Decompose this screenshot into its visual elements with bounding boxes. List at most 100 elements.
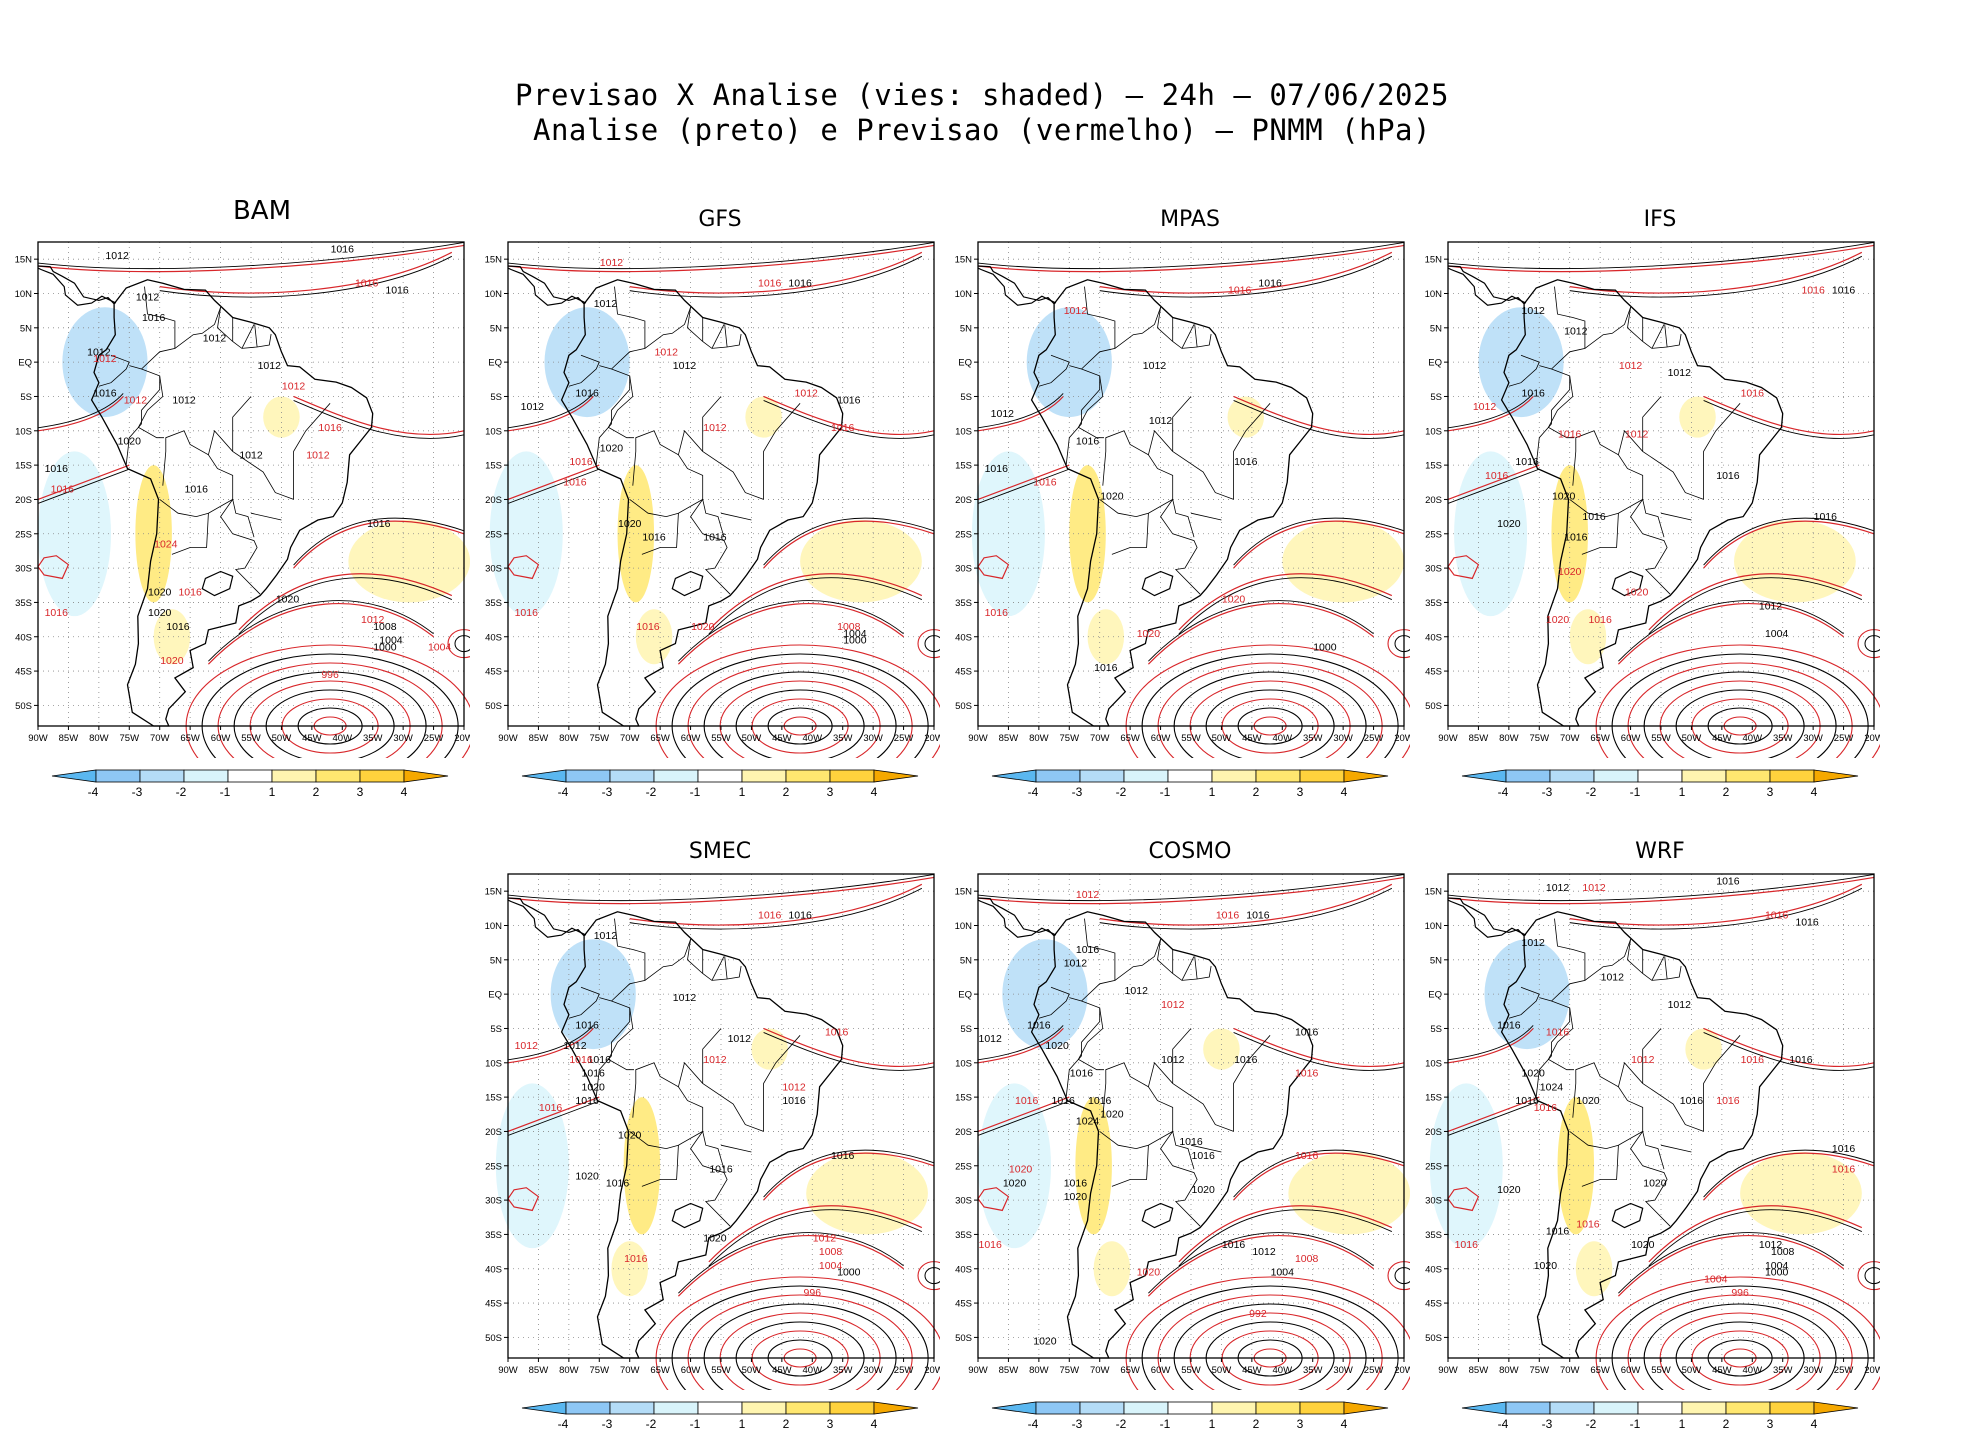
country-border xyxy=(1535,365,1571,466)
lat-tick-label: 15S xyxy=(15,461,32,472)
continent-outline xyxy=(1500,279,1784,727)
lon-tick-label: 75W xyxy=(1530,1365,1550,1376)
analysis-isobar xyxy=(1148,600,1374,662)
lon-tick-label: 60W xyxy=(1151,1365,1171,1376)
contour-label: 1016 xyxy=(1795,916,1819,928)
lat-tick-label: EQ xyxy=(958,990,972,1001)
contour-label: 1016 xyxy=(582,1068,606,1080)
contour-label: 1004 xyxy=(1765,628,1789,640)
colorbar-label: -4 xyxy=(1498,785,1509,799)
colorbar-swatch xyxy=(1211,769,1257,783)
lat-tick-label: 40S xyxy=(485,1264,502,1275)
contour-label: 1012 xyxy=(1619,360,1643,372)
contour-label: 1016 xyxy=(1558,429,1582,441)
forecast-isobar xyxy=(293,520,465,569)
contour-label: 1004 xyxy=(1704,1273,1728,1285)
contour-label: 1004 xyxy=(843,628,867,640)
forecast-isobar xyxy=(708,573,923,631)
contour-label: 1020 xyxy=(160,655,184,667)
map-panel-bam: 1012 1016 1016 1016 1012 1016 1012 1012 1012 1012… xyxy=(0,238,470,758)
central-america-outline xyxy=(507,897,585,937)
lon-tick-label: 90W xyxy=(968,1365,988,1376)
lat-tick-label: 35S xyxy=(485,1230,502,1241)
analysis-isobar xyxy=(293,400,465,439)
lat-tick-label: EQ xyxy=(958,358,972,369)
forecast-isobar xyxy=(677,603,904,665)
contour-label: 1020 xyxy=(276,593,300,605)
colorbar-label: 2 xyxy=(1723,785,1730,799)
lon-tick-label: 30W xyxy=(1333,1365,1353,1376)
lon-tick-label: 70W xyxy=(620,733,640,744)
contour-label: 1012 xyxy=(1149,415,1173,427)
contour-label: 1012 xyxy=(1064,305,1088,317)
contour-label: 1012 xyxy=(703,422,727,434)
map-panel-mpas: 1016 1016 1012 1012 1012 1012 1016 1016 1016 1016… xyxy=(940,238,1410,758)
lat-tick-label: 5S xyxy=(960,1024,972,1035)
country-border xyxy=(1065,997,1101,1098)
analysis-isobar xyxy=(507,468,600,504)
country-border xyxy=(678,429,764,500)
contour-label: 1012 xyxy=(258,360,282,372)
central-america-outline xyxy=(977,265,1055,305)
contour-label: 1020 xyxy=(1534,1260,1558,1272)
lat-tick-label: 20S xyxy=(485,1127,502,1138)
colorbar-arrow-left xyxy=(51,769,97,783)
lon-tick-label: 75W xyxy=(590,1365,610,1376)
contour-label: 1016 xyxy=(788,278,812,290)
country-border xyxy=(293,403,331,500)
contour-label: 1016 xyxy=(825,1026,849,1038)
country-border xyxy=(1642,1028,1662,1084)
analysis-isobar xyxy=(37,241,465,270)
colorbar-arrow-right xyxy=(1343,769,1389,783)
contour-label: 1012 xyxy=(105,250,129,262)
contour-label: 1016 xyxy=(1564,532,1588,544)
colorbar-label: 1 xyxy=(1679,1417,1686,1431)
lat-tick-label: 40S xyxy=(1425,1264,1442,1275)
lon-tick-label: 20W xyxy=(1864,1365,1880,1376)
contour-label: 1012 xyxy=(978,1033,1002,1045)
country-border xyxy=(724,324,728,348)
contour-label: 1016 xyxy=(1680,1095,1704,1107)
lat-tick-label: 30S xyxy=(15,564,32,575)
colorbar-swatch xyxy=(1211,1401,1257,1415)
lon-tick-label: 90W xyxy=(968,733,988,744)
colorbar-bam: -4 -3 -2 -1 1 2 3 4 xyxy=(40,768,470,808)
lat-tick-label: 15N xyxy=(485,887,503,898)
country-border xyxy=(1038,354,1070,387)
lon-tick-label: 25W xyxy=(1834,1365,1854,1376)
forecast-isobar xyxy=(977,1096,1070,1133)
contour-label: 1016 xyxy=(1076,944,1100,956)
analysis-isobar xyxy=(1447,1025,1534,1061)
contour-label: 1012 xyxy=(1668,367,1692,379)
forecast-isobar xyxy=(1178,573,1393,631)
lat-tick-label: 45S xyxy=(955,1299,972,1310)
colorbar-mpas: -4 -3 -2 -1 1 2 3 4 xyxy=(980,768,1410,808)
central-america-outline xyxy=(37,265,115,305)
map-content: 1012 1016 1016 1012 1012 1012 1016 1012 1012 1016… xyxy=(489,241,940,758)
contour-label: 1016 xyxy=(1234,456,1258,468)
colorbar-swatch xyxy=(1593,1401,1639,1415)
country-border xyxy=(208,429,294,500)
contour-label: 1016 xyxy=(1216,910,1240,922)
colorbar-arrow-right xyxy=(403,769,449,783)
panel-title-mpas: MPAS xyxy=(1160,207,1220,232)
colorbar-label: -2 xyxy=(1116,1417,1127,1431)
contour-label: 1016 xyxy=(788,910,812,922)
map-content: 1012 101210161016101610121012101210161016… xyxy=(1429,873,1880,1390)
country-border xyxy=(1551,918,1586,1002)
colorbar-label: -3 xyxy=(602,1417,613,1431)
contour-label: 1016 xyxy=(569,1054,593,1066)
colorbar-swatch xyxy=(1079,1401,1125,1415)
lon-tick-label: 50W xyxy=(1682,733,1702,744)
country-border xyxy=(611,918,646,1002)
lon-tick-label: 20W xyxy=(924,733,940,744)
country-border xyxy=(232,396,252,452)
bias-shade-area xyxy=(1087,609,1125,665)
lon-tick-label: 60W xyxy=(1621,733,1641,744)
forecast-isobar xyxy=(763,1152,935,1201)
contour-label: 1024 xyxy=(154,539,178,551)
country-border xyxy=(1618,1061,1704,1132)
lon-tick-label: 25W xyxy=(1364,1365,1384,1376)
lat-tick-label: 45S xyxy=(485,667,502,678)
contour-label: 1012 xyxy=(1546,882,1570,894)
